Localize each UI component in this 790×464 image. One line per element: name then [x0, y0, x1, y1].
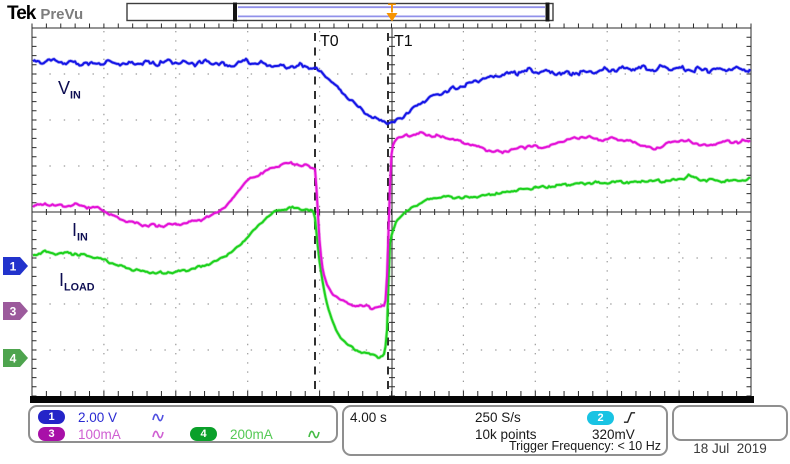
- trigger-frequency-readout: Trigger Frequency: < 10 Hz: [508, 439, 661, 453]
- acquisition-mode-label: PreVu: [40, 6, 84, 23]
- trigger-slope-rising-icon: [623, 412, 636, 423]
- trigger-source-badge: 2: [587, 411, 614, 425]
- graticule-bottom-bar: [30, 396, 754, 403]
- record-view-bar: [126, 2, 554, 22]
- record-window-left-bracket: [233, 2, 237, 22]
- brand-logo: Tek: [7, 3, 36, 24]
- datetime-panel: 18 Jul 2019 09:36:40: [672, 405, 788, 456]
- cursor-t0-label: T0: [320, 33, 339, 50]
- ch3-marker-number: 3: [10, 305, 17, 319]
- ch1-reference-marker: [3, 257, 28, 275]
- trace-label-iload: ILOAD: [59, 270, 95, 294]
- record-length-readout: 10k points: [475, 427, 537, 442]
- ch1-scale: 2.00 V: [78, 410, 118, 425]
- ch3-badge: 3: [38, 427, 65, 441]
- timebase-readout: 4.00 s: [350, 410, 387, 425]
- logo: Tek PreVu: [7, 3, 83, 25]
- sample-rate-readout: 250 S/s: [475, 410, 521, 425]
- ch3-waveform-style-icon: [152, 430, 164, 439]
- record-window-right-bracket: [545, 2, 550, 22]
- trace-label-vin: VIN: [58, 78, 81, 102]
- trigger-position-t-icon: T: [388, 1, 396, 16]
- trigger-level-readout: 320mV: [592, 427, 635, 442]
- acquisition-panel: 4.00 s 250 S/s 10k points 2 320mV Trigge…: [342, 405, 668, 456]
- ch3-scale: 100mA: [78, 427, 121, 442]
- ch4-waveform-style-icon: [308, 430, 320, 439]
- ch4-badge: 4: [190, 427, 217, 441]
- waveform-v_in: [32, 57, 751, 125]
- waveform-i_in: [32, 131, 751, 311]
- trace-label-iin: IIN: [72, 220, 88, 244]
- graticule-axes: [31, 23, 752, 397]
- ch3-reference-marker: [3, 302, 28, 320]
- waveform-i_load: [32, 173, 751, 359]
- trigger-position-arrow-icon: [386, 13, 398, 22]
- channel-readout-panel: 1 2.00 V 3 100mA 4 200mA: [28, 405, 338, 443]
- ch4-scale: 200mA: [230, 427, 273, 442]
- ch4-marker-number: 4: [10, 352, 17, 366]
- cursor-t1-label: T1: [394, 33, 413, 50]
- ch1-badge: 1: [38, 410, 65, 424]
- ch1-waveform-style-icon: [152, 413, 164, 422]
- ch1-marker-number: 1: [10, 260, 17, 274]
- date-readout: 18 Jul 2019: [693, 441, 767, 456]
- ch4-reference-marker: [3, 349, 28, 367]
